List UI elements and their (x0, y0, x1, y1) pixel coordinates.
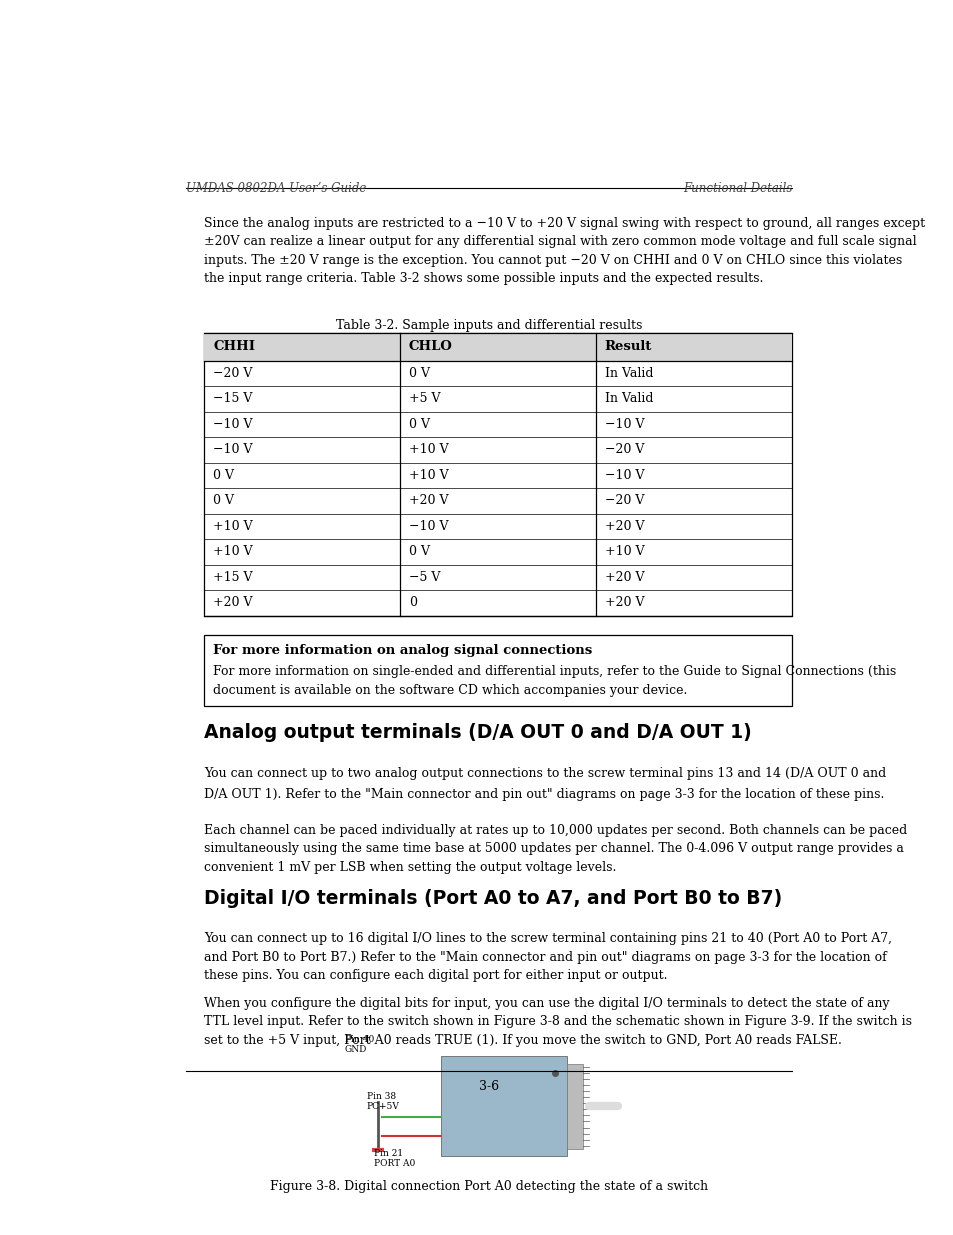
Text: −10 V: −10 V (213, 443, 253, 457)
Text: In Valid: In Valid (604, 367, 653, 380)
Text: When you configure the digital bits for input, you can use the digital I/O termi: When you configure the digital bits for … (204, 997, 911, 1047)
Text: CHHI: CHHI (213, 340, 254, 353)
Text: 0 V: 0 V (213, 469, 233, 482)
Text: −20 V: −20 V (213, 367, 253, 380)
Text: Digital I/O terminals (Port A0 to A7, and Port B0 to B7): Digital I/O terminals (Port A0 to A7, an… (204, 888, 781, 908)
Text: +20 V: +20 V (604, 520, 643, 532)
Text: +10 V: +10 V (213, 520, 253, 532)
Text: +20 V: +20 V (409, 494, 448, 508)
Text: +20 V: +20 V (604, 597, 643, 609)
Text: You can connect up to 16 digital I/O lines to the screw terminal containing pins: You can connect up to 16 digital I/O lin… (204, 932, 891, 982)
Text: +15 V: +15 V (213, 571, 253, 584)
Text: Result: Result (604, 340, 651, 353)
Text: Pin 38
PC+5V: Pin 38 PC+5V (367, 1092, 399, 1112)
Text: CHLO: CHLO (409, 340, 453, 353)
Text: D/A OUT 1). Refer to the "Main connector and pin out" diagrams on page 3-3 for t: D/A OUT 1). Refer to the "Main connector… (204, 788, 883, 800)
Text: 3-6: 3-6 (478, 1081, 498, 1093)
Text: −5 V: −5 V (409, 571, 439, 584)
Text: 0 V: 0 V (409, 417, 430, 431)
Text: UMDAS 0802DA User’s Guide: UMDAS 0802DA User’s Guide (186, 183, 366, 195)
Text: −10 V: −10 V (409, 520, 448, 532)
Text: Pin 40
GND: Pin 40 GND (344, 1035, 374, 1055)
Text: For more information on single-ended and differential inputs, refer to the Guide: For more information on single-ended and… (213, 664, 896, 697)
Text: Figure 3-8. Digital connection Port A0 detecting the state of a switch: Figure 3-8. Digital connection Port A0 d… (270, 1179, 707, 1193)
Text: +20 V: +20 V (213, 597, 253, 609)
Text: Functional Details: Functional Details (682, 183, 791, 195)
Bar (204, 332, 791, 615)
Text: +10 V: +10 V (409, 443, 448, 457)
Text: −10 V: −10 V (213, 417, 253, 431)
Bar (566, 1063, 582, 1149)
Text: 0 V: 0 V (409, 546, 430, 558)
Text: Analog output terminals (D/A OUT 0 and D/A OUT 1): Analog output terminals (D/A OUT 0 and D… (204, 722, 751, 742)
Text: 0 V: 0 V (409, 367, 430, 380)
Text: +10 V: +10 V (213, 546, 253, 558)
Text: In Valid: In Valid (604, 393, 653, 405)
Text: You can connect up to two analog output connections to the screw terminal pins 1: You can connect up to two analog output … (204, 767, 885, 779)
Bar (204, 635, 791, 706)
Text: −15 V: −15 V (213, 393, 253, 405)
Text: +10 V: +10 V (409, 469, 448, 482)
Text: Each channel can be paced individually at rates up to 10,000 updates per second.: Each channel can be paced individually a… (204, 824, 906, 874)
Text: +10 V: +10 V (604, 546, 643, 558)
Text: −20 V: −20 V (604, 443, 643, 457)
Text: Table 3-2. Sample inputs and differential results: Table 3-2. Sample inputs and differentia… (335, 320, 641, 332)
Text: 0 V: 0 V (213, 494, 233, 508)
Text: Pin 21
PORT A0: Pin 21 PORT A0 (374, 1149, 416, 1168)
Text: −10 V: −10 V (604, 469, 643, 482)
Text: Since the analog inputs are restricted to a −10 V to +20 V signal swing with res: Since the analog inputs are restricted t… (204, 216, 924, 285)
Text: 0: 0 (409, 597, 416, 609)
Text: −20 V: −20 V (604, 494, 643, 508)
Text: +5 V: +5 V (409, 393, 440, 405)
Text: For more information on analog signal connections: For more information on analog signal co… (213, 645, 592, 657)
Text: −10 V: −10 V (604, 417, 643, 431)
Text: +20 V: +20 V (604, 571, 643, 584)
Bar (440, 1056, 566, 1156)
Bar (204, 332, 791, 361)
